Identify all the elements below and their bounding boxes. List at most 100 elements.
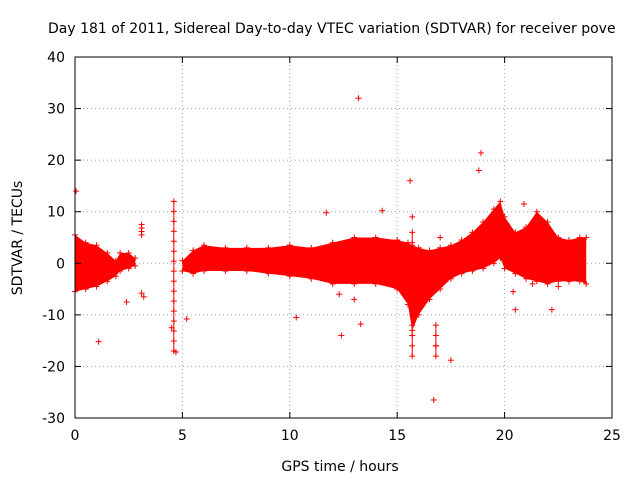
band-edge-point <box>533 208 540 215</box>
band-edge-point <box>329 280 336 287</box>
x-tick-label: 25 <box>603 428 621 444</box>
band-edge-point <box>243 268 250 275</box>
outlier-point <box>95 338 102 345</box>
band-edge-point <box>415 244 422 251</box>
data-series <box>72 95 590 403</box>
streak-point <box>170 328 177 335</box>
y-tick-label: -20 <box>42 359 65 375</box>
outlier-point <box>520 200 527 207</box>
band-edge-point <box>200 268 207 275</box>
outlier-point <box>529 280 536 287</box>
outlier-point <box>447 357 454 364</box>
outlier-point <box>168 324 175 331</box>
y-tick-label: 30 <box>47 102 65 118</box>
outlier-point <box>437 234 444 241</box>
band-edge-point <box>394 237 401 244</box>
streak-point <box>170 218 177 225</box>
band-edge-point <box>104 249 111 256</box>
band-edge-point <box>243 244 250 251</box>
streak-point <box>170 248 177 255</box>
streak-point <box>409 280 416 287</box>
plot-frame <box>74 56 613 419</box>
outlier-point <box>73 188 80 195</box>
outlier-point <box>293 314 300 321</box>
band-edge-point <box>308 275 315 282</box>
band-edge-point <box>544 280 551 287</box>
band-edge-point <box>555 234 562 241</box>
band-edge-point <box>458 270 465 277</box>
y-tick-label: -30 <box>42 411 65 427</box>
x-tick-label: 15 <box>388 428 406 444</box>
band-edge-point <box>132 262 139 269</box>
streak-point <box>170 228 177 235</box>
streak-point <box>170 268 177 275</box>
band-edge-point <box>308 244 315 251</box>
outlier-point <box>419 296 426 303</box>
y-tick-label: 40 <box>47 50 65 66</box>
x-tick-label: 0 <box>71 428 80 444</box>
outlier-point <box>430 396 437 403</box>
band-edge-point <box>497 255 504 262</box>
y-tick-label: 20 <box>47 153 65 169</box>
outlier-point <box>323 209 330 216</box>
y-tick-label: 0 <box>56 256 65 272</box>
band-edge-point <box>583 280 590 287</box>
dense-data-band <box>75 234 136 292</box>
streak-point <box>170 258 177 265</box>
x-axis-label: GPS time / hours <box>281 459 398 475</box>
streak-point <box>409 311 416 318</box>
streak-point <box>170 278 177 285</box>
streak-point <box>170 298 177 305</box>
streak-point <box>170 337 177 344</box>
band-edge-point <box>576 278 583 285</box>
streak-point <box>409 301 416 308</box>
band-edge-point <box>112 273 119 280</box>
band-edge-point <box>200 242 207 249</box>
band-edge-point <box>447 242 454 249</box>
band-edge-point <box>125 249 132 256</box>
streak-point <box>409 322 416 329</box>
band-edge-point <box>286 273 293 280</box>
band-edge-point <box>372 234 379 241</box>
streak-point <box>409 332 416 339</box>
outlier-point <box>355 95 362 102</box>
band-edge-point <box>93 242 100 249</box>
band-edge-point <box>469 229 476 236</box>
streak-point <box>170 208 177 215</box>
band-edge-point <box>82 239 89 246</box>
dense-data-band <box>182 201 587 331</box>
outlier-point <box>123 298 130 305</box>
streak-point <box>170 198 177 205</box>
band-edge-point <box>469 268 476 275</box>
band-edge-point <box>426 247 433 254</box>
outlier-point <box>432 342 439 349</box>
band-edge-point <box>82 286 89 293</box>
band-edge-point <box>329 239 336 246</box>
outlier-point <box>336 291 343 298</box>
streak-point <box>170 318 177 325</box>
x-tick-label: 20 <box>496 428 514 444</box>
outlier-point <box>138 290 145 297</box>
band-edge-point <box>104 278 111 285</box>
band-edge-point <box>497 198 504 205</box>
outlier-point <box>407 177 414 184</box>
band-edge-point <box>286 242 293 249</box>
outlier-point <box>172 348 179 355</box>
streak-point <box>138 221 145 228</box>
outlier-point <box>338 332 345 339</box>
y-tick-label: 10 <box>47 205 65 221</box>
x-tick-label: 10 <box>281 428 299 444</box>
band-edge-point <box>480 219 487 226</box>
axis-ticks: 0 5 10 15 20 25 -30 -20 -10 0 10 20 30 40 <box>42 50 621 444</box>
streak-point <box>409 239 416 246</box>
band-edge-point <box>512 270 519 277</box>
band-edge-point <box>117 268 124 275</box>
y-tick-label: -10 <box>42 308 65 324</box>
outlier-point <box>409 213 416 220</box>
band-edge-point <box>555 278 562 285</box>
band-edge-point <box>458 237 465 244</box>
band-edge-point <box>351 234 358 241</box>
band-edge-point <box>437 286 444 293</box>
band-edge-point <box>437 244 444 251</box>
